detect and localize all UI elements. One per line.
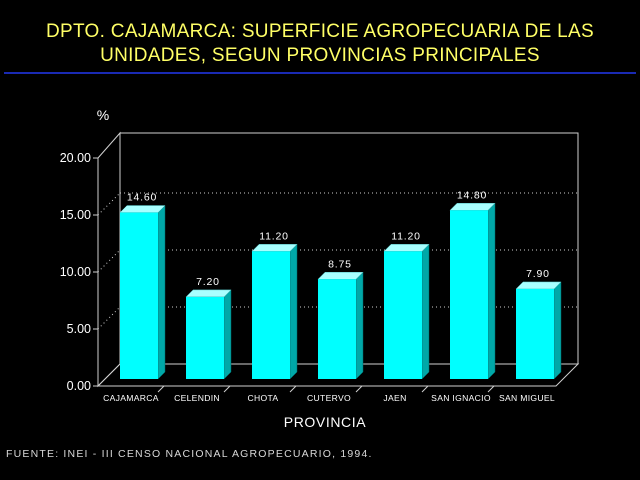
bar bbox=[318, 279, 356, 379]
x-tick-label: SAN IGNACIO bbox=[431, 393, 491, 403]
bar-value-label: 8.75 bbox=[328, 258, 352, 270]
bar-chart: 0.00 5.00 10.00 15.00 20.00% 14.60 CAJAMARCA 7.… bbox=[60, 107, 580, 430]
y-tick-label: 15.00 bbox=[60, 208, 91, 222]
chart-title: DPTO. CAJAMARCA: SUPERFICIE AGROPECUARIA… bbox=[0, 20, 640, 68]
bar-side bbox=[223, 289, 232, 380]
bar-value-label: 11.20 bbox=[259, 230, 289, 242]
bar bbox=[450, 210, 488, 379]
bar-side bbox=[421, 243, 430, 380]
bar bbox=[186, 296, 224, 379]
bar-side bbox=[355, 271, 364, 380]
bar-value-label: 7.90 bbox=[526, 268, 550, 280]
x-tick-label: JAEN bbox=[383, 393, 406, 403]
y-tick-label: 10.00 bbox=[60, 265, 91, 279]
x-tick-label: CUTERVO bbox=[307, 393, 351, 403]
bar-value-label: 14.80 bbox=[457, 189, 487, 201]
bar-top bbox=[383, 244, 430, 252]
y-tick-label: 5.00 bbox=[67, 322, 91, 336]
bar bbox=[516, 288, 554, 379]
y-axis-label: % bbox=[97, 107, 109, 123]
x-tick-mark bbox=[289, 385, 297, 393]
source-note: FUENTE: INEI - III CENSO NACIONAL AGROPE… bbox=[6, 448, 373, 460]
bar-value-label: 14.60 bbox=[127, 192, 157, 204]
chart-title-line-2: UNIDADES, SEGUN PROVINCIAS PRINCIPALES bbox=[100, 45, 540, 66]
bar-side bbox=[289, 243, 298, 380]
bar bbox=[120, 212, 158, 379]
gridline-side bbox=[97, 192, 121, 216]
y-tick-label: 0.00 bbox=[67, 379, 91, 393]
bar-top bbox=[185, 289, 232, 298]
y-tick-label: 20.00 bbox=[60, 151, 91, 165]
bar-top bbox=[449, 203, 496, 211]
chart-title-line-1: DPTO. CAJAMARCA: SUPERFICIE AGROPECUARIA… bbox=[46, 21, 594, 42]
gridline-side bbox=[97, 249, 121, 273]
x-tick-label: CAJAMARCA bbox=[103, 393, 159, 403]
x-tick-mark bbox=[157, 385, 165, 393]
bar-value-label: 11.20 bbox=[391, 230, 421, 242]
chart-left-wall bbox=[97, 131, 121, 388]
x-tick-mark bbox=[421, 385, 429, 393]
x-tick-mark bbox=[223, 385, 231, 393]
bar-side bbox=[157, 204, 166, 380]
x-tick-mark bbox=[355, 385, 363, 393]
bar-top bbox=[515, 281, 562, 290]
bar-side bbox=[553, 281, 562, 380]
bar-top bbox=[317, 272, 364, 280]
x-tick-label: SAN MIGUEL bbox=[499, 393, 555, 403]
title-divider bbox=[4, 72, 636, 74]
bar-top bbox=[251, 244, 298, 252]
x-axis-label: PROVINCIA bbox=[284, 414, 366, 430]
bar-value-label: 7.20 bbox=[196, 276, 220, 288]
bar bbox=[252, 251, 290, 379]
bar-top bbox=[119, 205, 166, 213]
bar bbox=[384, 251, 422, 379]
bar-side bbox=[487, 202, 496, 380]
x-tick-label: CELENDIN bbox=[174, 393, 220, 403]
x-tick-mark bbox=[487, 385, 495, 393]
gridline-side bbox=[97, 306, 121, 330]
x-tick-label: CHOTA bbox=[248, 393, 279, 403]
